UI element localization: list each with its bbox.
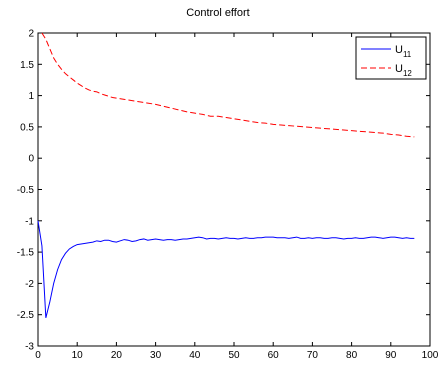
y-tick-label: -1.5: [17, 248, 35, 259]
x-tick-label: 50: [228, 350, 240, 360]
plot-area-frame: [37, 32, 431, 347]
y-tick-label: 1.5: [20, 60, 34, 71]
x-tick-label: 40: [189, 350, 201, 360]
legend-label-u11: U11: [395, 44, 412, 59]
y-tick-label: -2: [25, 279, 34, 290]
x-tick-label: 20: [111, 350, 123, 360]
y-tick-label: -1: [25, 216, 34, 227]
x-tick-label: 10: [72, 350, 84, 360]
series-line-u12: [41, 32, 415, 138]
y-tick-label: 2: [28, 29, 34, 40]
y-tick-label: -2.5: [17, 310, 35, 321]
x-tick-label: 60: [268, 350, 280, 360]
x-tick-label: 30: [150, 350, 162, 360]
y-tick-label: 1: [28, 91, 34, 102]
x-tick-label: 90: [385, 350, 397, 360]
y-tick-label: 0.5: [20, 122, 34, 133]
chart-title: Control effort: [186, 7, 249, 19]
x-tick-label: 80: [346, 350, 358, 360]
y-tick-label: 0: [28, 154, 34, 165]
y-tick-label: -0.5: [17, 185, 35, 196]
x-tick-label: 0: [35, 350, 41, 360]
legend-label-u12: U12: [395, 63, 412, 78]
series-line-u11: [37, 220, 415, 318]
x-tick-label: 70: [307, 350, 319, 360]
x-tick-label: 100: [422, 350, 439, 360]
y-tick-label: -3: [25, 342, 34, 353]
legend-box: [355, 36, 427, 80]
